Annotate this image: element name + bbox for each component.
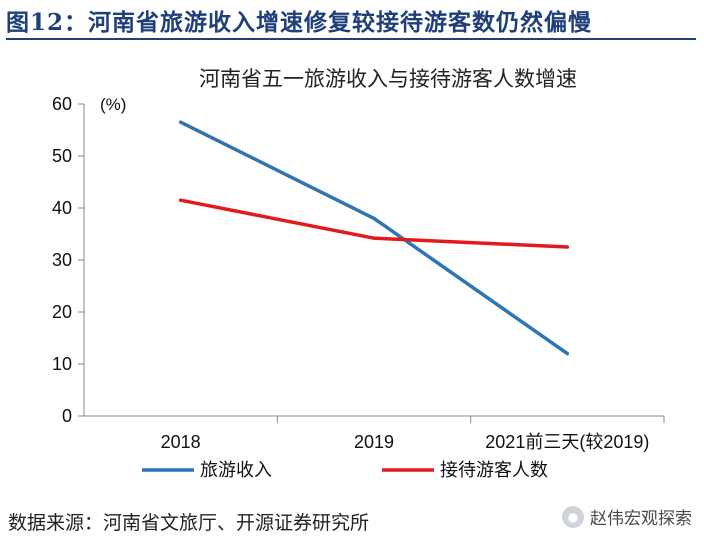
data-source-note: 数据来源：河南省文旅厅、开源证券研究所 xyxy=(8,512,370,534)
series-1-point xyxy=(565,352,569,356)
x-tick-label: 2019 xyxy=(354,432,394,452)
y-tick-label: 50 xyxy=(52,146,72,166)
series-2-point xyxy=(179,198,183,202)
series-1-point xyxy=(179,120,183,124)
figure-title: 图12：河南省旅游收入增速修复较接待游客数仍然偏慢 xyxy=(6,9,593,36)
watermark: ● 赵伟宏观探索 xyxy=(562,504,692,529)
y-tick-label: 20 xyxy=(52,302,72,322)
series-line-2 xyxy=(178,198,570,249)
wechat-icon: ● xyxy=(562,505,584,528)
figure-header: 图12：河南省旅游收入增速修复较接待游客数仍然偏慢 xyxy=(6,2,696,40)
series-1-point xyxy=(372,216,376,220)
watermark-text: 赵伟宏观探索 xyxy=(590,509,692,529)
x-tick-label: 2018 xyxy=(161,432,201,452)
y-axis-unit-label: (%) xyxy=(100,95,126,114)
y-tick-label: 40 xyxy=(52,198,72,218)
y-tick-label: 0 xyxy=(62,406,72,426)
y-tick-label: 10 xyxy=(52,354,72,374)
series-2-point xyxy=(372,236,376,240)
y-tick-label: 30 xyxy=(52,250,72,270)
chart-title: 河南省五一旅游收入与接待游客人数增速 xyxy=(199,67,577,91)
x-tick-label: 2021前三天(较2019) xyxy=(485,432,649,452)
series-2-point xyxy=(565,245,569,249)
legend-label-2: 接待游客人数 xyxy=(440,460,548,481)
legend-label-1: 旅游收入 xyxy=(200,460,272,481)
y-tick-label: 60 xyxy=(52,94,72,114)
